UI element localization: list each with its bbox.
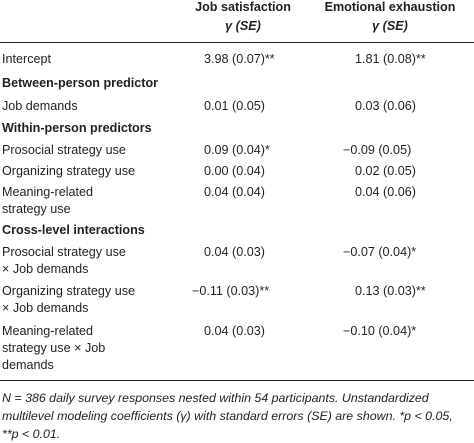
row-label-intercept: Intercept — [2, 52, 52, 66]
col-emotional-exhaustion-title: Emotional exhaustion — [324, 0, 456, 14]
footnote-line-3: **p < 0.01. — [2, 427, 61, 441]
cell-prosocial-ee: −0.09 (0.05) — [343, 143, 412, 157]
table-footnote: N = 386 daily survey responses nested wi… — [2, 389, 472, 443]
cell-job-demands-ee: 0.03 (0.06) — [355, 99, 416, 113]
cell-meaning-ee: 0.04 (0.06) — [355, 185, 416, 199]
row-label-meaning-1: Meaning-related — [2, 185, 94, 199]
cell-prosocial-js: 0.09 (0.04)* — [204, 143, 270, 157]
footnote-line-2: multilevel modeling coefficients (γ) wit… — [2, 409, 453, 423]
col-emotional-exhaustion-sub: γ (SE) — [372, 19, 408, 33]
row-label-meaning-2: strategy use — [2, 202, 71, 216]
section-within-person: Within-person predictors — [2, 121, 152, 135]
cell-prosocial-x-ee: −0.07 (0.04)* — [343, 245, 417, 259]
cell-intercept-ee: 1.81 (0.08)** — [355, 52, 426, 66]
cell-meaning-x-ee: −0.10 (0.04)* — [343, 324, 417, 338]
cell-meaning-x-js: 0.04 (0.03) — [204, 324, 265, 338]
header-rule — [0, 42, 474, 43]
cell-organizing-js: 0.00 (0.04) — [204, 164, 265, 178]
cell-job-demands-js: 0.01 (0.05) — [204, 99, 265, 113]
row-label-organizing: Organizing strategy use — [2, 164, 136, 178]
col-job-satisfaction-sub: γ (SE) — [225, 19, 261, 33]
row-label-prosocial-x-1: Prosocial strategy use — [2, 245, 126, 259]
row-label-organizing-x-2: × Job demands — [2, 301, 89, 315]
section-cross-level: Cross-level interactions — [2, 223, 145, 237]
row-label-job-demands: Job demands — [2, 99, 78, 113]
cell-organizing-x-ee: 0.13 (0.03)** — [355, 284, 426, 298]
bottom-rule — [0, 380, 474, 381]
row-label-prosocial: Prosocial strategy use — [2, 143, 126, 157]
cell-organizing-x-js: −0.11 (0.03)** — [192, 284, 270, 298]
row-label-meaning-x-1: Meaning-related — [2, 324, 94, 338]
col-job-satisfaction-title: Job satisfaction — [195, 0, 291, 14]
footnote-line-1: N = 386 daily survey responses nested wi… — [2, 391, 429, 405]
cell-intercept-js: 3.98 (0.07)** — [204, 52, 275, 66]
cell-organizing-ee: 0.02 (0.05) — [355, 164, 416, 178]
row-label-meaning-x-3: demands — [2, 358, 54, 372]
cell-prosocial-x-js: 0.04 (0.03) — [204, 245, 265, 259]
cell-meaning-js: 0.04 (0.04) — [204, 185, 265, 199]
row-label-organizing-x-1: Organizing strategy use — [2, 284, 136, 298]
row-label-prosocial-x-2: × Job demands — [2, 262, 89, 276]
section-between-person: Between-person predictor — [2, 76, 159, 90]
row-label-meaning-x-2: strategy use × Job — [2, 341, 106, 355]
